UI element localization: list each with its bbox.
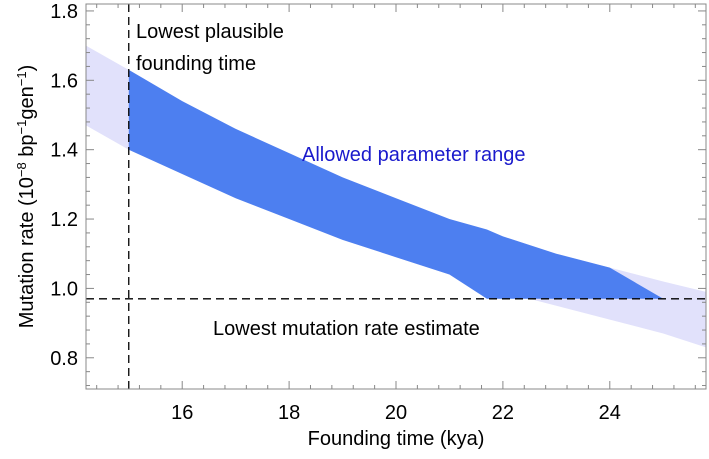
plot-frame — [85, 3, 707, 390]
x-tick-label: 24 — [599, 402, 621, 424]
bands-layer — [86, 45, 706, 348]
plausible-band — [86, 45, 706, 348]
y-title-mid1: bp — [16, 134, 38, 162]
y-title-prefix: Mutation rate (10 — [16, 177, 38, 328]
y-title-mid2: gen — [16, 86, 38, 119]
x-tick-label: 22 — [492, 402, 514, 424]
annotation-lowest-founding-line1: Lowest plausible — [136, 21, 284, 43]
x-tick-label: 20 — [385, 402, 407, 424]
annotation-lowest-mutation-rate: Lowest mutation rate estimate — [213, 318, 480, 340]
annotation-allowed-range: Allowed parameter range — [302, 144, 525, 166]
annotation-lowest-founding-line2: founding time — [136, 53, 256, 75]
y-tick-label: 1.0 — [50, 278, 78, 300]
y-title-exp3: −1 — [14, 71, 29, 86]
y-tick-label: 1.8 — [50, 1, 78, 23]
y-axis-title: Mutation rate (10−8 bp−1gen−1) — [14, 65, 39, 329]
y-tick-label: 0.8 — [50, 348, 78, 370]
y-tick-label: 1.6 — [50, 70, 78, 92]
ticks-layer: 16 18 20 22 24 0.8 1.0 1.2 1.4 1.6 1.8 — [50, 1, 706, 424]
y-title-exp1: −8 — [14, 162, 29, 177]
y-tick-label: 1.4 — [50, 140, 78, 162]
y-title-suffix: ) — [16, 65, 38, 72]
y-title-exp2: −1 — [14, 120, 29, 135]
x-tick-label: 16 — [171, 402, 193, 424]
x-axis-title: Founding time (kya) — [308, 428, 485, 450]
y-tick-label: 1.2 — [50, 209, 78, 231]
allowed-band — [128, 69, 664, 299]
x-tick-label: 18 — [278, 402, 300, 424]
